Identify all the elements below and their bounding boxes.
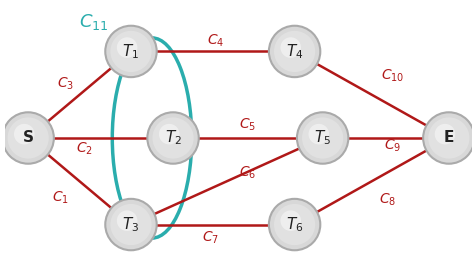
Text: $T_{4}$: $T_{4}$: [285, 42, 303, 61]
Ellipse shape: [427, 117, 468, 159]
Ellipse shape: [159, 124, 179, 144]
Ellipse shape: [422, 112, 474, 164]
Ellipse shape: [147, 112, 198, 164]
Text: $T_{3}$: $T_{3}$: [122, 215, 139, 234]
Text: $C_{9}$: $C_{9}$: [383, 138, 400, 154]
Ellipse shape: [296, 112, 347, 164]
Text: $C_{8}$: $C_{8}$: [379, 192, 396, 208]
Ellipse shape: [2, 112, 54, 164]
Ellipse shape: [434, 124, 454, 144]
Text: $T_{5}$: $T_{5}$: [314, 129, 330, 147]
Text: $C_{4}$: $C_{4}$: [206, 32, 223, 49]
Ellipse shape: [280, 37, 300, 58]
Ellipse shape: [8, 117, 49, 159]
Ellipse shape: [110, 31, 151, 72]
Text: $C_{1}$: $C_{1}$: [52, 189, 69, 206]
Ellipse shape: [152, 117, 193, 159]
Text: E: E: [443, 131, 453, 145]
Text: S: S: [22, 131, 34, 145]
Text: $T_{2}$: $T_{2}$: [164, 129, 181, 147]
Ellipse shape: [110, 204, 151, 245]
Text: $C_{6}$: $C_{6}$: [239, 165, 256, 181]
Ellipse shape: [308, 124, 328, 144]
Ellipse shape: [268, 26, 320, 77]
Ellipse shape: [14, 124, 34, 144]
Ellipse shape: [105, 26, 156, 77]
Text: $C_{2}$: $C_{2}$: [76, 140, 92, 157]
Text: $T_{6}$: $T_{6}$: [285, 215, 303, 234]
Text: $T_{1}$: $T_{1}$: [122, 42, 139, 61]
Ellipse shape: [117, 210, 137, 231]
Text: $C_{11}$: $C_{11}$: [79, 12, 108, 32]
Text: $C_{10}$: $C_{10}$: [380, 68, 404, 84]
Text: $C_{3}$: $C_{3}$: [57, 76, 74, 92]
Text: $C_{5}$: $C_{5}$: [239, 116, 256, 133]
Ellipse shape: [273, 31, 315, 72]
Ellipse shape: [268, 199, 320, 250]
Ellipse shape: [105, 199, 156, 250]
Text: $C_{7}$: $C_{7}$: [201, 230, 218, 246]
Ellipse shape: [273, 204, 315, 245]
Ellipse shape: [117, 37, 137, 58]
Ellipse shape: [280, 210, 300, 231]
Ellipse shape: [301, 117, 343, 159]
